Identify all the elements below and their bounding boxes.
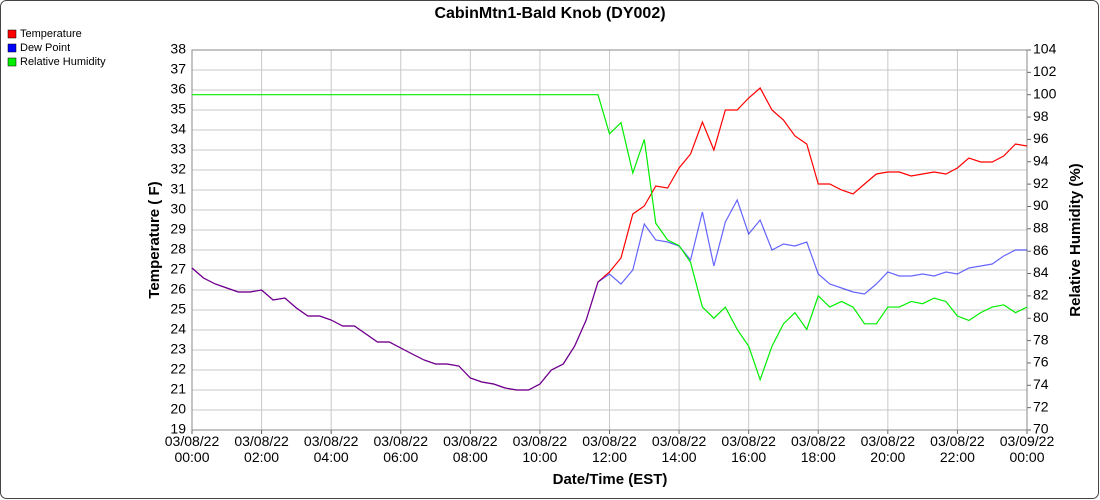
- x-tick-label: 03/08/22 00:00: [164, 433, 220, 465]
- y2-tick-label: 102: [1033, 63, 1057, 79]
- y2-tick-label: 92: [1033, 175, 1049, 191]
- x-tick-label: 03/08/22 10:00: [512, 433, 568, 465]
- legend-swatch: [7, 29, 17, 39]
- legend-label: Temperature: [20, 28, 82, 40]
- y2-tick-label: 100: [1033, 85, 1057, 101]
- y-tick-label: 34: [170, 121, 186, 137]
- y2-tick-label: 94: [1033, 152, 1049, 168]
- y-tick-label: 25: [170, 301, 186, 317]
- x-tick-label: 03/08/22 08:00: [443, 433, 498, 465]
- series-line: [192, 94, 1028, 382]
- y2-tick-label: 96: [1033, 130, 1049, 146]
- y-tick-label: 24: [170, 321, 186, 337]
- y2-tick-label: 70: [1033, 421, 1049, 437]
- y-tick-label: 32: [170, 161, 186, 177]
- y-tick-label: 35: [170, 101, 186, 117]
- y2-tick-label: 82: [1033, 287, 1049, 303]
- x-tick-label: 03/08/22 16:00: [721, 433, 776, 465]
- legend-swatch: [7, 43, 17, 53]
- x-tick-label: 03/08/22 14:00: [651, 433, 707, 465]
- x-tick-label: 03/08/22 02:00: [234, 433, 289, 465]
- y-tick-label: 31: [170, 181, 186, 197]
- x-tick-label: 03/08/22 04:00: [303, 433, 359, 465]
- y-tick-label: 37: [170, 61, 186, 77]
- x-tick-label: 03/08/22 06:00: [373, 433, 429, 465]
- y-tick-label: 23: [170, 341, 186, 357]
- legend-swatch: [7, 57, 17, 67]
- y2-tick-label: 74: [1033, 376, 1049, 392]
- y-tick-label: 19: [170, 421, 186, 437]
- y2-tick-label: 90: [1033, 197, 1049, 213]
- y-tick-label: 36: [170, 81, 186, 97]
- x-tick-label: 03/08/22 12:00: [582, 433, 637, 465]
- x-tick-label: 03/09/22 00:00: [999, 433, 1055, 465]
- y-tick-label: 30: [170, 201, 186, 217]
- y2-tick-label: 88: [1033, 220, 1049, 236]
- y-axis-label: Temperature ( F): [146, 181, 163, 298]
- y2-tick-label: 80: [1033, 309, 1049, 325]
- y2-tick-label: 84: [1033, 264, 1049, 280]
- y2-tick-label: 104: [1033, 41, 1057, 57]
- y2-tick-label: 86: [1033, 242, 1049, 258]
- y2-tick-label: 78: [1033, 331, 1049, 347]
- y2-axis-label: Relative Humidity (%): [1067, 163, 1084, 316]
- y-tick-label: 26: [170, 281, 186, 297]
- x-axis-label: Date/Time (EST): [553, 471, 668, 488]
- y-tick-label: 28: [170, 241, 186, 257]
- y2-tick-label: 72: [1033, 398, 1049, 414]
- y-tick-label: 33: [170, 141, 186, 157]
- x-tick-label: 03/08/22 18:00: [791, 433, 846, 465]
- series-line: [191, 198, 1027, 391]
- plot-border: [191, 49, 1028, 431]
- chart-title: CabinMtn1-Bald Knob (DY002): [434, 5, 665, 22]
- x-tick-label: 03/08/22 22:00: [930, 433, 985, 465]
- y-tick-label: 22: [170, 361, 186, 377]
- legend-label: Relative Humidity: [20, 56, 106, 68]
- y-tick-label: 21: [170, 381, 186, 397]
- y-tick-label: 38: [170, 41, 186, 57]
- y2-tick-label: 98: [1033, 108, 1049, 124]
- y2-tick-label: 76: [1033, 354, 1049, 370]
- y-tick-label: 27: [170, 261, 186, 277]
- legend-label: Dew Point: [20, 42, 70, 54]
- y-tick-label: 29: [170, 221, 186, 237]
- y-tick-label: 20: [170, 401, 186, 417]
- x-tick-label: 03/08/22 20:00: [860, 433, 916, 465]
